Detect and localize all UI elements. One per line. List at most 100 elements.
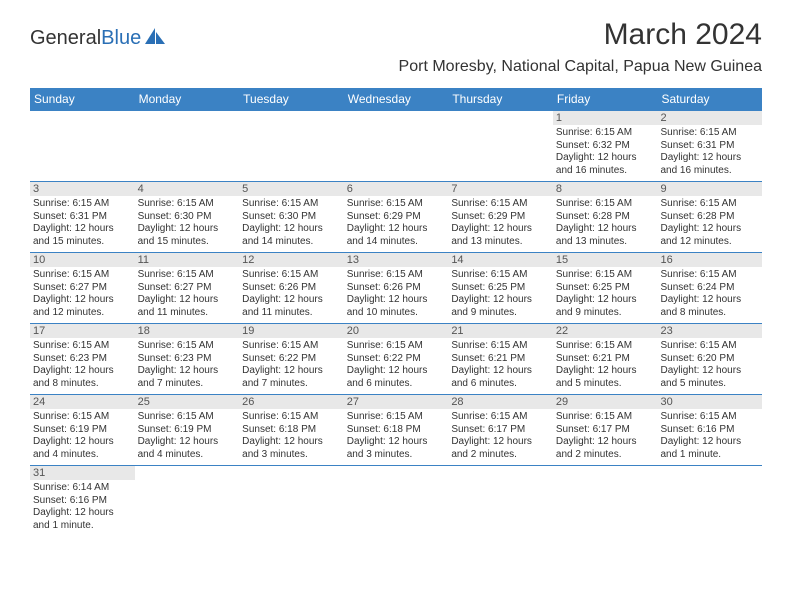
day-cell	[30, 125, 135, 181]
day-number	[344, 111, 449, 125]
sunset-text: Sunset: 6:23 PM	[138, 353, 237, 366]
sunset-text: Sunset: 6:21 PM	[451, 353, 550, 366]
sunset-text: Sunset: 6:30 PM	[138, 211, 237, 224]
logo-part2: Blue	[101, 27, 141, 49]
location: Port Moresby, National Capital, Papua Ne…	[399, 58, 762, 76]
sunrise-text: Sunrise: 6:15 AM	[33, 411, 132, 424]
day-cell: Sunrise: 6:15 AMSunset: 6:30 PMDaylight:…	[135, 196, 240, 252]
daylight-text-2: and 4 minutes.	[138, 449, 237, 462]
day-number	[553, 466, 658, 480]
week-row: Sunrise: 6:15 AM Sunset: 6:23 PM Daylight:…	[30, 338, 762, 395]
daylight-text-2: and 10 minutes.	[347, 307, 446, 320]
sunset-text: Sunset: 6:28 PM	[660, 211, 759, 224]
day-cell: Sunrise: 6:15 AMSunset: 6:25 PMDaylight:…	[553, 267, 658, 323]
sunset-text: Sunset: 6:29 PM	[347, 211, 446, 224]
week-row: Sunrise: 6:15 AMSunset: 6:19 PMDaylight:…	[30, 409, 762, 466]
daylight-text-1: Daylight: 12 hours	[33, 294, 132, 307]
sunrise-text: Sunrise: 6:15 AM	[138, 198, 237, 211]
sunrise-text: Sunrise: 6:15 AM	[660, 411, 759, 424]
daylight-text-2: and 2 minutes.	[451, 449, 550, 462]
weekday-wed: Wednesday	[344, 88, 449, 111]
day-cell: Sunrise: 6:15 AMSunset: 6:29 PMDaylight:…	[344, 196, 449, 252]
daylight-text-1: Daylight: 12 hours	[660, 436, 759, 449]
calendar: Sunday Monday Tuesday Wednesday Thursday…	[30, 88, 762, 536]
day-cell	[344, 125, 449, 181]
sunset-text: Sunset: 6:20 PM	[660, 353, 759, 366]
day-number: 21	[448, 324, 553, 338]
week-number-strip: 24252627282930	[30, 395, 762, 409]
day-cell	[553, 480, 658, 536]
sunrise-text: Sunrise: 6:15 AM	[242, 198, 341, 211]
week-number-strip: 31	[30, 466, 762, 480]
day-cell: Sunrise: 6:15 AMSunset: 6:25 PMDaylight:…	[448, 267, 553, 323]
daylight-text-2: and 11 minutes.	[242, 307, 341, 320]
day-cell: Sunrise: 6:15 AMSunset: 6:21 PMDaylight:…	[553, 338, 658, 394]
day-number: 13	[344, 253, 449, 267]
weekday-tue: Tuesday	[239, 88, 344, 111]
sunrise-text: Sunrise: 6:15 AM	[347, 198, 446, 211]
day-cell: Sunrise: 6:15 AMSunset: 6:17 PMDaylight:…	[553, 409, 658, 465]
day-cell	[135, 480, 240, 536]
sunset-text: Sunset: 6:17 PM	[556, 424, 655, 437]
daylight-text-1: Daylight: 12 hours	[556, 152, 655, 165]
day-number: 17	[30, 324, 135, 338]
day-number: 8	[553, 182, 658, 196]
sunrise-text: Sunrise: 6:15 AM	[451, 269, 550, 282]
sunset-text: Sunset: 6:26 PM	[347, 282, 446, 295]
day-number: 1	[553, 111, 658, 125]
daylight-text-1: Daylight: 12 hours	[242, 223, 341, 236]
day-cell: Sunrise: 6:15 AMSunset: 6:18 PMDaylight:…	[239, 409, 344, 465]
daylight-text-1: Daylight: 12 hours	[451, 436, 550, 449]
day-number: 6	[344, 182, 449, 196]
day-number: 15	[553, 253, 658, 267]
day-number	[657, 466, 762, 480]
header: GeneralBlue March 2024 Port Moresby, Nat…	[30, 18, 762, 76]
sunset-text: Sunset: 6:25 PM	[451, 282, 550, 295]
daylight-text-1: Daylight: 12 hours	[347, 223, 446, 236]
sunrise-text: Sunrise: 6:15 AM	[138, 411, 237, 424]
day-cell: Sunrise: 6:15 AMSunset: 6:26 PMDaylight:…	[239, 267, 344, 323]
title-block: March 2024 Port Moresby, National Capita…	[399, 18, 762, 76]
day-number: 3	[30, 182, 135, 196]
daylight-text-1: Daylight: 12 hours	[660, 152, 759, 165]
day-number	[239, 111, 344, 125]
sunset-text: Sunset: 6:31 PM	[33, 211, 132, 224]
sunrise-text: Sunrise: 6:15 AM	[556, 127, 655, 140]
day-number: 7	[448, 182, 553, 196]
day-number	[239, 466, 344, 480]
day-number: 14	[448, 253, 553, 267]
daylight-text-2: and 9 minutes.	[451, 307, 550, 320]
day-cell: Sunrise: 6:15 AMSunset: 6:26 PMDaylight:…	[344, 267, 449, 323]
day-number: 30	[657, 395, 762, 409]
day-number: 26	[239, 395, 344, 409]
logo-part1: General	[30, 27, 101, 49]
sunrise-text: Sunrise: 6:15 AM	[347, 340, 446, 353]
daylight-text-1: Daylight: 12 hours	[138, 294, 237, 307]
daylight-text-2: and 1 minute.	[33, 520, 132, 533]
sunrise-text: Sunrise: 6:15 AM	[33, 340, 132, 353]
day-cell: Sunrise: 6:15 AMSunset: 6:17 PMDaylight:…	[448, 409, 553, 465]
sunrise-text: Sunrise: 6:15 AM	[242, 269, 341, 282]
logo-text: GeneralBlue	[30, 27, 141, 50]
sunset-text: Sunset: 6:18 PM	[347, 424, 446, 437]
sunset-text: Sunset: 6:22 PM	[242, 353, 341, 366]
daylight-text-1: Daylight: 12 hours	[242, 294, 341, 307]
day-cell: Sunrise: 6:15 AMSunset: 6:23 PMDaylight:…	[135, 338, 240, 394]
sunrise-text: Sunrise: 6:15 AM	[660, 127, 759, 140]
week-number-strip: 12	[30, 111, 762, 125]
week-row: Sunrise: 6:15 AM Sunset: 6:31 PM Daylight:…	[30, 196, 762, 253]
sunset-text: Sunset: 6:24 PM	[660, 282, 759, 295]
day-cell: Sunrise: 6:15 AMSunset: 6:28 PMDaylight:…	[553, 196, 658, 252]
daylight-text-1: Daylight: 12 hours	[347, 365, 446, 378]
sunset-text: Sunset: 6:25 PM	[556, 282, 655, 295]
daylight-text-2: and 14 minutes.	[242, 236, 341, 249]
daylight-text-2: and 4 minutes.	[33, 449, 132, 462]
day-number: 24	[30, 395, 135, 409]
sunset-text: Sunset: 6:27 PM	[33, 282, 132, 295]
daylight-text-2: and 7 minutes.	[242, 378, 341, 391]
sunset-text: Sunset: 6:26 PM	[242, 282, 341, 295]
weekday-mon: Monday	[135, 88, 240, 111]
sunrise-text: Sunrise: 6:15 AM	[451, 411, 550, 424]
daylight-text-2: and 3 minutes.	[347, 449, 446, 462]
day-cell	[135, 125, 240, 181]
